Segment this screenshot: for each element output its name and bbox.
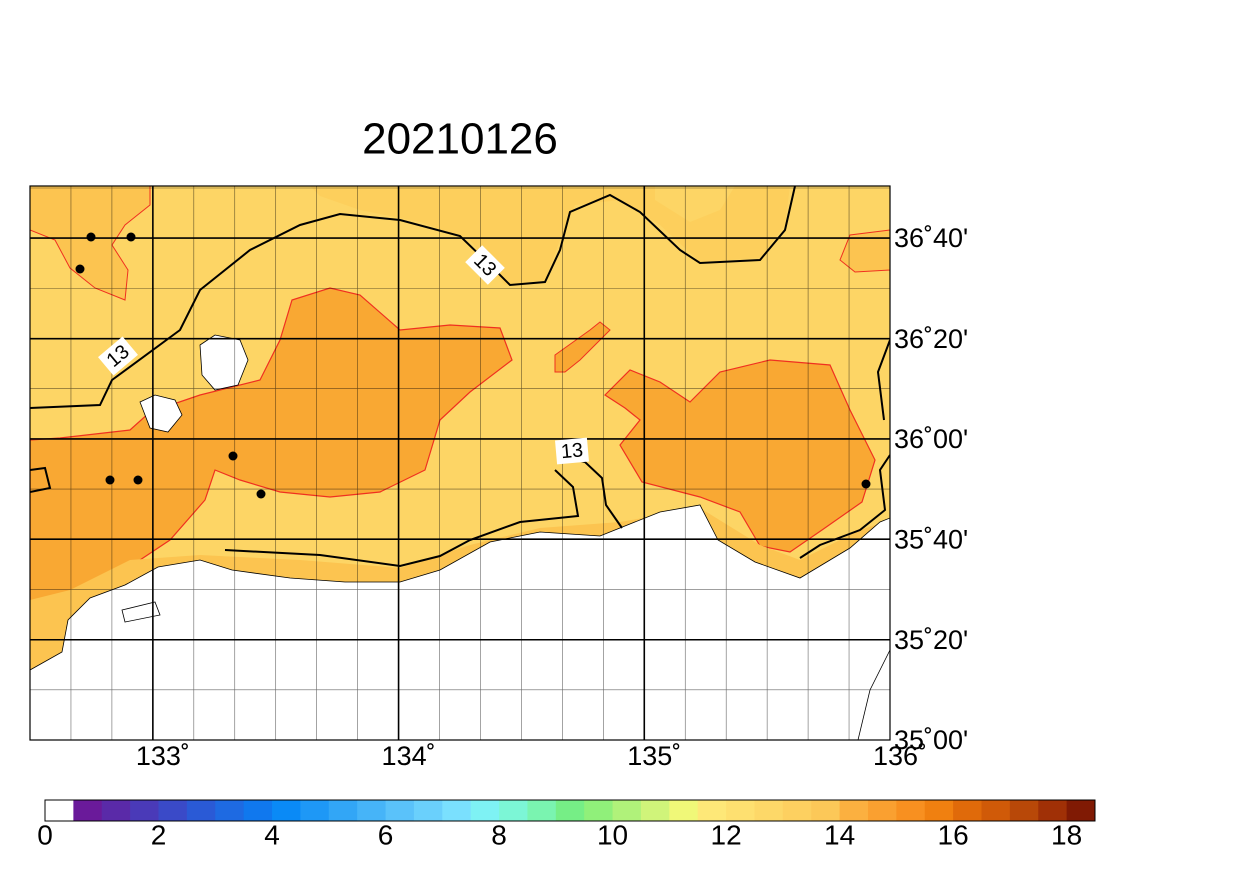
contour-line — [224, 469, 580, 568]
colorbar-box — [726, 800, 755, 821]
contour-label: 13 — [555, 437, 589, 465]
colorbar-tick-label: 0 — [37, 819, 53, 850]
colorbar-box — [697, 800, 727, 821]
y-tick-label: 35˚00' — [894, 725, 968, 755]
colorbar-box — [924, 800, 954, 821]
contour-line — [30, 186, 796, 409]
contour-lines — [30, 186, 890, 568]
chart-title: 20210126 — [362, 115, 558, 164]
warm-region — [839, 186, 890, 273]
station — [86, 232, 96, 242]
colorbar-box — [527, 800, 557, 821]
colorbar-box — [612, 800, 642, 821]
colorbar-box — [186, 800, 216, 821]
colorbar-box — [130, 800, 160, 821]
contour-labels: 13 13 13 — [98, 245, 589, 465]
colorbar-box — [555, 800, 585, 821]
colorbar-box — [640, 800, 670, 821]
colorbar-tick-label: 4 — [264, 819, 280, 850]
colorbar-box — [811, 800, 841, 821]
station — [228, 451, 238, 461]
contour-label-box — [555, 437, 589, 465]
contour-label-box — [98, 336, 138, 376]
colorbar-frame — [44, 799, 1096, 822]
colorbar-tick-label: 8 — [491, 819, 507, 850]
colorbar-tick-label: 6 — [378, 819, 394, 850]
x-tick-label: 135˚ — [627, 741, 681, 771]
x-tick-label: 133˚ — [136, 741, 190, 771]
stations — [75, 232, 871, 499]
colorbar-box — [413, 800, 443, 821]
colorbar-box — [839, 800, 869, 821]
colorbar-box — [385, 800, 415, 821]
y-tick-label: 36˚40' — [894, 223, 968, 253]
colorbar-box — [981, 800, 1011, 821]
colorbar-box — [1066, 800, 1096, 821]
y-tick-label: 36˚20' — [894, 324, 968, 354]
contour-label-box — [465, 245, 505, 285]
colorbar-tick-label: 2 — [151, 819, 167, 850]
station — [256, 489, 266, 499]
x-tick-label: 136˚ — [873, 741, 927, 771]
colorbar-box — [442, 800, 472, 821]
colorbar-box — [158, 800, 188, 821]
island — [121, 601, 161, 623]
warm-region — [554, 321, 611, 373]
colorbar-box — [215, 800, 245, 821]
colorbar-box — [328, 800, 358, 821]
colorbar-box — [45, 800, 74, 821]
colorbar-box — [1009, 800, 1039, 821]
colorbar-tick-label: 10 — [597, 819, 628, 850]
colorbar-box — [300, 800, 330, 821]
colorbar-box — [782, 800, 812, 821]
y-tick-label: 35˚20' — [894, 625, 968, 655]
colorbar-tick-label: 12 — [711, 819, 742, 850]
warm-region — [310, 186, 790, 285]
land — [30, 504, 890, 740]
colorbar: 0 2 4 6 8 10 12 14 16 18 — [37, 799, 1096, 850]
colorbar-box — [953, 800, 982, 821]
major-grid — [30, 186, 890, 740]
station — [75, 264, 85, 274]
warm-region — [604, 359, 876, 553]
x-tick-label: 134˚ — [382, 741, 436, 771]
colorbar-tick-label: 16 — [938, 819, 969, 850]
station — [133, 475, 143, 485]
colorbar-box — [243, 800, 273, 821]
contour-line — [30, 466, 52, 493]
colorbar-box — [584, 800, 614, 821]
land — [857, 649, 890, 740]
colorbar-tick-label: 14 — [824, 819, 855, 850]
colorbar-tick-label: 18 — [1051, 819, 1082, 850]
colorbar-box — [470, 800, 500, 821]
contour-label-text: 13 — [560, 439, 584, 463]
colorbar-box — [101, 800, 131, 821]
island — [199, 334, 249, 391]
colorbar-box — [896, 800, 926, 821]
contour-line — [799, 454, 890, 559]
colorbar-box — [1038, 800, 1068, 821]
colorbar-box — [73, 800, 103, 821]
y-tick-label: 35˚40' — [894, 524, 968, 554]
map-frame — [29, 185, 891, 741]
colorbar-box — [357, 800, 387, 821]
station — [126, 232, 136, 242]
station — [105, 475, 115, 485]
colorbar-box — [867, 800, 897, 821]
colorbar-box — [499, 800, 528, 821]
colorbar-box — [669, 800, 699, 821]
map-area: 13 13 13 — [29, 185, 891, 741]
contour-line — [876, 339, 890, 421]
colorbar-box — [754, 800, 784, 821]
station — [861, 479, 871, 489]
y-tick-label: 36˚00' — [894, 424, 968, 454]
colorbar-box — [272, 800, 301, 821]
island — [139, 394, 183, 433]
